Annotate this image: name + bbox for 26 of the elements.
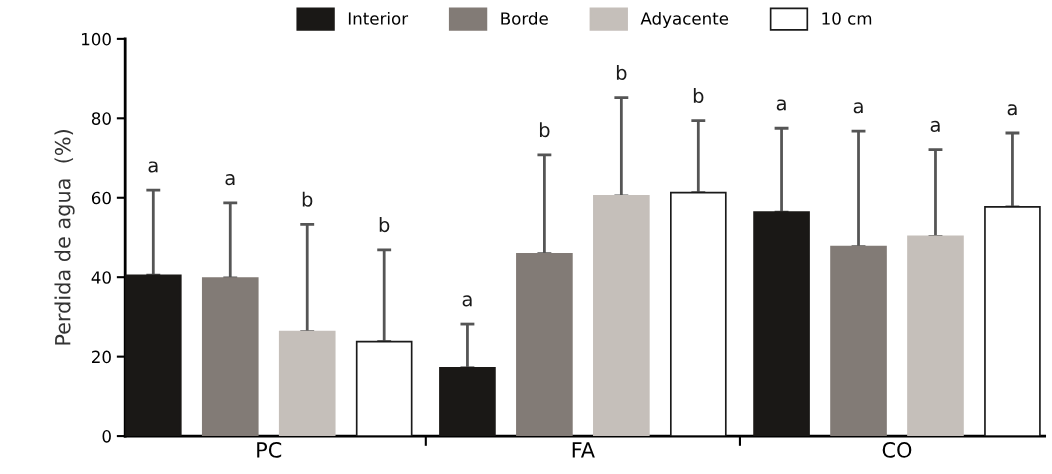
y-tick-label: 0 xyxy=(102,430,111,443)
y-tick-label: 60 xyxy=(91,191,111,205)
y-axis-title: Perdida de agua (%) xyxy=(54,130,75,345)
annotation: a xyxy=(930,120,940,133)
annotation: b xyxy=(539,122,550,138)
legend-label: Adyacente xyxy=(640,11,729,29)
y-tick-label: 40 xyxy=(91,271,111,284)
y-tick-label: 80 xyxy=(91,112,111,125)
annotation: b xyxy=(302,191,313,207)
annotation: b xyxy=(616,64,627,80)
y-tick-label: 20 xyxy=(92,350,111,364)
legend-label: 10 cm xyxy=(822,12,872,25)
annotation: b xyxy=(693,87,704,104)
y-tick-label: 100 xyxy=(82,32,111,46)
annotation: a xyxy=(776,99,786,111)
legend-label: Borde xyxy=(501,11,548,25)
annotation: a xyxy=(462,295,472,307)
annotation: b xyxy=(379,217,390,233)
annotation: a xyxy=(1007,104,1017,116)
legend-label: Interior xyxy=(348,11,409,25)
x-tick-label: PC xyxy=(257,442,282,458)
annotation: a xyxy=(225,174,235,186)
x-tick-label: CO xyxy=(882,442,912,458)
annotation: a xyxy=(148,161,158,173)
x-tick-label: FA xyxy=(572,442,595,458)
annotation: a xyxy=(853,102,863,114)
